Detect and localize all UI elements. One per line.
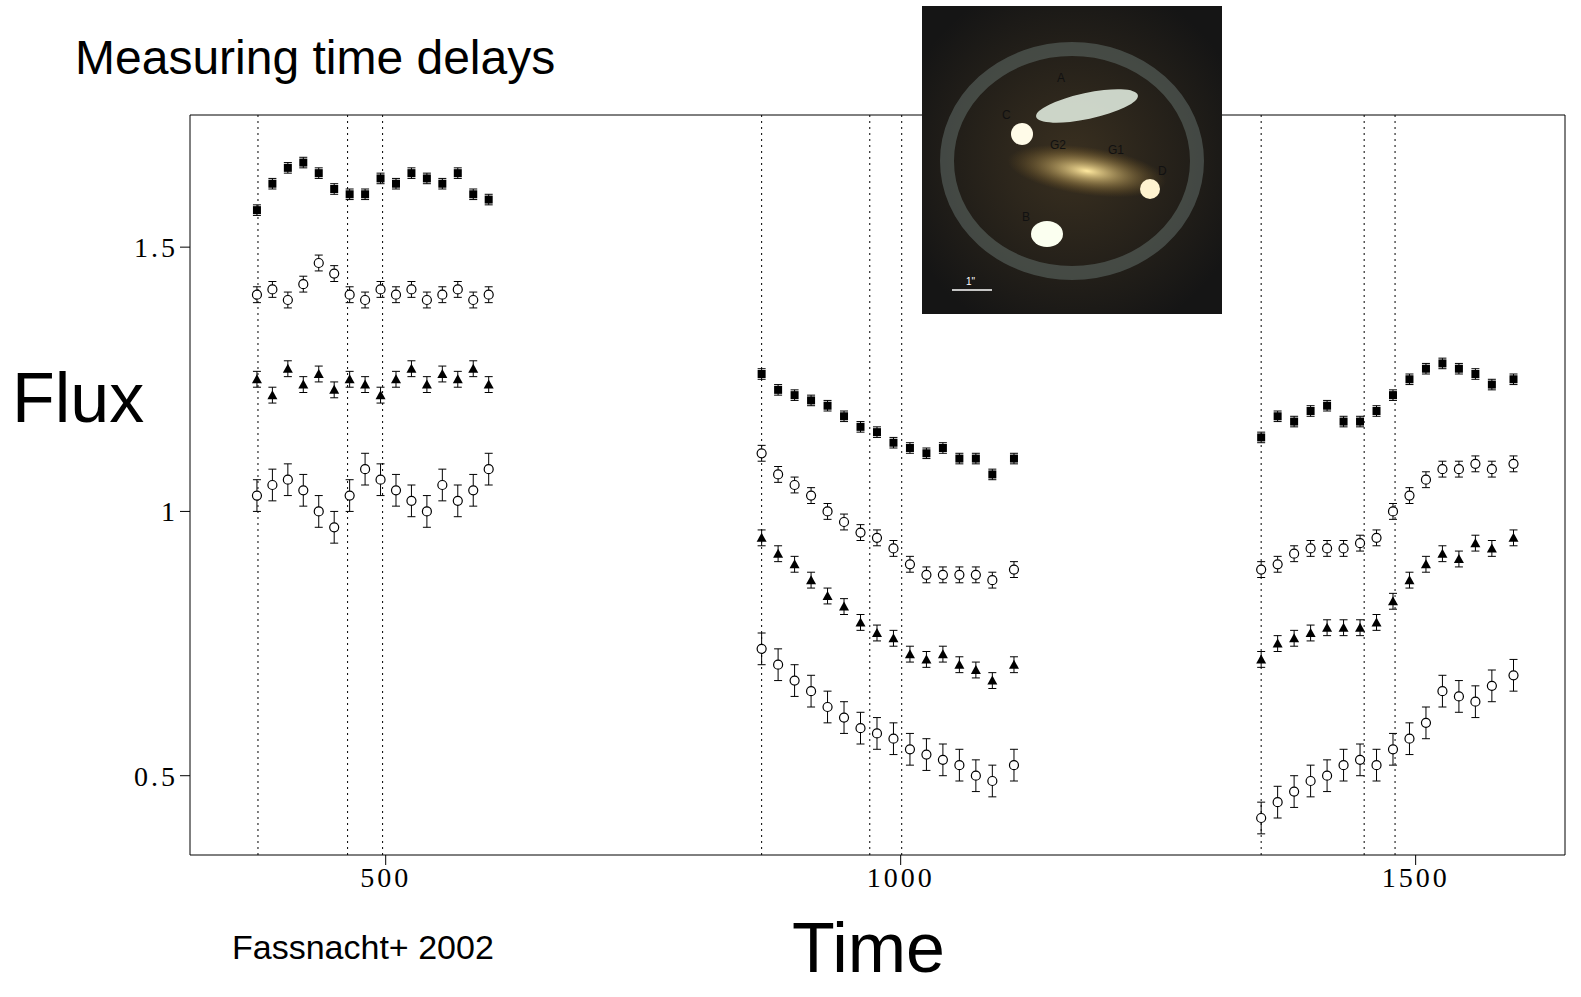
svg-text:C: C [1002,108,1011,122]
svg-text:1": 1" [966,276,976,287]
html-text:Fassnacht+ 2002: Fassnacht+ 2002 [232,928,494,966]
svg-text:G1: G1 [1108,143,1124,157]
svg-text:G2: G2 [1050,138,1066,152]
svg-text:1.5: 1.5 [134,232,178,263]
html-text:Time: Time [792,909,945,987]
svg-text:0.5: 0.5 [134,761,178,792]
svg-text:A: A [1057,71,1065,85]
svg-text:1500: 1500 [1382,862,1450,893]
svg-text:B: B [1022,210,1030,224]
svg-text:1000: 1000 [867,862,935,893]
html-text:Measuring time delays: Measuring time delays [75,31,556,84]
svg-text:D: D [1158,164,1167,178]
svg-text:1: 1 [161,496,178,527]
html-text:Flux: Flux [12,359,145,437]
svg-text:500: 500 [360,862,411,893]
